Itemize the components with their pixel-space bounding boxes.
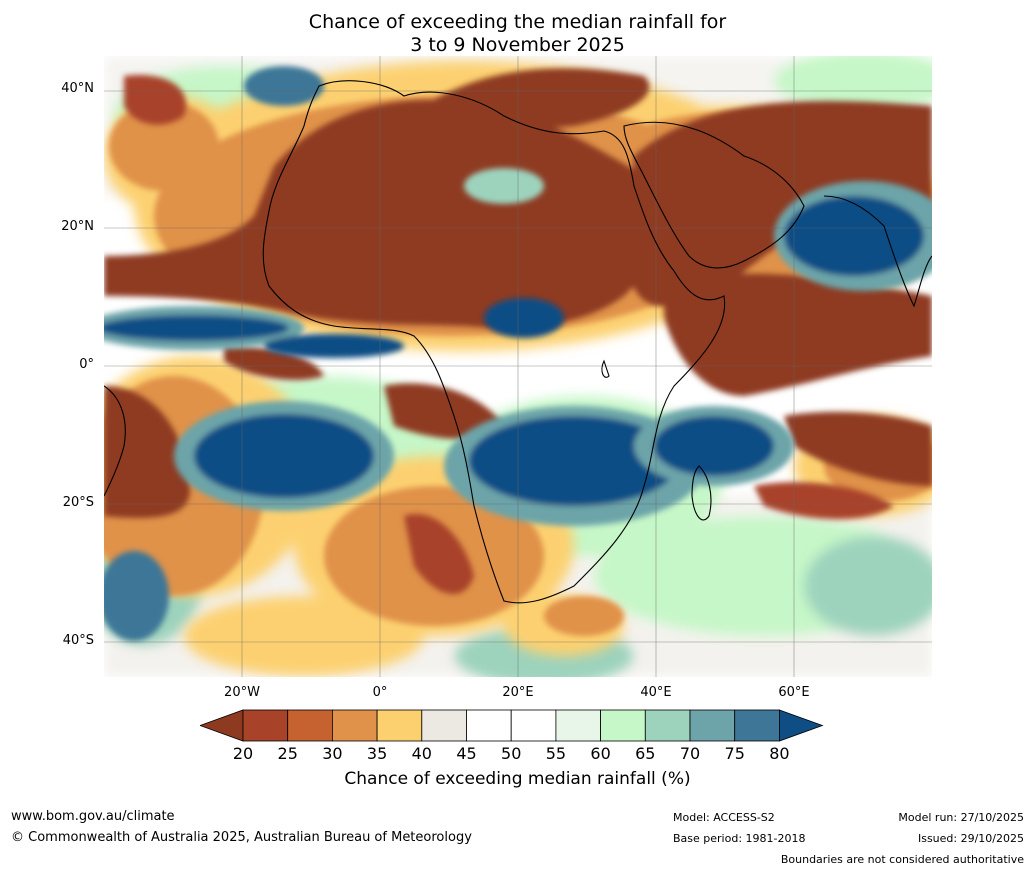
lat-label-20s: 20°S: [62, 495, 94, 510]
colorbar-extend-low: [200, 709, 244, 742]
lon-label-60e: 60°E: [778, 685, 810, 700]
lat-label-20n: 20°N: [61, 219, 94, 234]
colorbar-tick-label: 40: [411, 744, 432, 763]
colorbar-tick-label: 60: [590, 744, 611, 763]
colorbar-tick-label: 55: [545, 744, 567, 763]
colorbar-tick-label: 45: [456, 744, 477, 763]
rainfall-map-graphic: [104, 56, 932, 677]
lon-label-20w: 20°W: [224, 685, 260, 700]
colorbar-bin: [376, 709, 423, 742]
colorbar-bin: [734, 709, 780, 742]
colorbar-tick-label: 30: [322, 744, 343, 763]
colorbar-bin: [600, 709, 646, 742]
colorbar-tick-label: 75: [724, 744, 745, 763]
colorbar-bin: [421, 709, 467, 742]
lat-label-0: 0°: [79, 357, 94, 372]
rainfall-map: [104, 56, 932, 677]
footer-disclaimer: Boundaries are not considered authoritat…: [780, 853, 1024, 866]
footer-model: Model: ACCESS-S2: [673, 811, 775, 824]
colorbar-bin: [331, 709, 378, 742]
colorbar-tick-label: 35: [366, 744, 388, 763]
colorbar-extend-high: [779, 709, 824, 742]
colorbar-bin: [510, 709, 557, 742]
colorbar: [200, 709, 824, 742]
colorbar-bin: [689, 709, 736, 742]
colorbar-tick-label: 80: [769, 744, 790, 763]
lat-label-40n: 40°N: [61, 81, 94, 96]
colorbar-label: Chance of exceeding median rainfall (%): [344, 769, 691, 789]
colorbar-tick-label: 70: [679, 744, 701, 763]
footer-copyright: © Commonwealth of Australia 2025, Austra…: [11, 830, 472, 845]
colorbar-tick-label: 65: [635, 744, 656, 763]
colorbar-bin: [242, 709, 289, 742]
lon-label-40e: 40°E: [640, 685, 672, 700]
footer-url: www.bom.gov.au/climate: [11, 809, 175, 824]
colorbar-bin: [644, 709, 691, 742]
footer-base-period: Base period: 1981-2018: [673, 832, 806, 845]
colorbar-bin: [555, 709, 601, 742]
map-title-line-1: Chance of exceeding the median rainfall …: [308, 11, 727, 33]
colorbar-bin: [287, 709, 333, 742]
colorbar-tick-label: 20: [232, 744, 254, 763]
map-title-line-2: 3 to 9 November 2025: [410, 34, 625, 56]
colorbar-tick-label: 25: [277, 744, 298, 763]
lat-label-40s: 40°S: [62, 633, 94, 648]
footer-model-run: Model run: 27/10/2025: [898, 811, 1024, 824]
lon-label-20e: 20°E: [502, 685, 534, 700]
footer-issued: Issued: 29/10/2025: [917, 832, 1024, 845]
colorbar-bin: [466, 709, 512, 742]
lon-label-0: 0°: [372, 685, 388, 700]
colorbar-tick-label: 50: [501, 744, 522, 763]
